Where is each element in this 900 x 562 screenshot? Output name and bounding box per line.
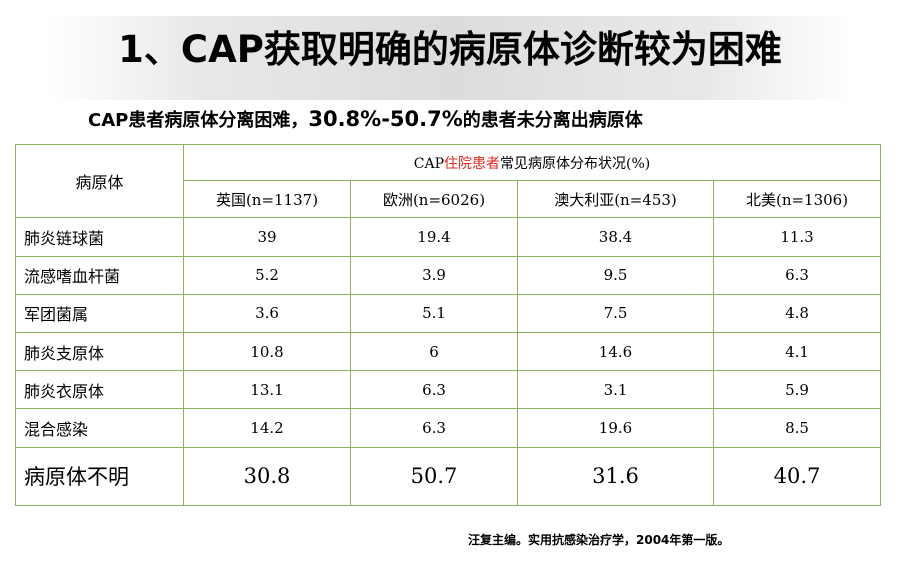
table-cell: 5.1: [350, 293, 518, 334]
table-cell: 39: [183, 217, 351, 257]
table-cell: 6.3: [350, 370, 518, 410]
table-cell: 40.7: [712, 446, 882, 507]
group-header: CAP住院患者常见病原体分布状况(%): [182, 143, 882, 182]
table-cell: 13.1: [183, 370, 351, 410]
slide-title: 1、CAP获取明确的病原体诊断较为困难: [118, 28, 782, 71]
table-row: 军团菌属 3.6 5.1 7.5 4.8: [15, 293, 882, 334]
table-cell: 50.7: [350, 446, 518, 507]
column-header: 欧洲(n=6026): [350, 180, 518, 219]
table-row: 肺炎支原体 10.8 6 14.6 4.1: [15, 331, 882, 372]
row-label: 混合感染: [15, 408, 184, 448]
corner-header: 病原体: [15, 143, 184, 219]
table-cell: 14.2: [183, 408, 351, 448]
table-cell: 38.4: [517, 217, 714, 257]
table-row: 肺炎衣原体 13.1 6.3 3.1 5.9: [15, 370, 882, 410]
table-cell: 6.3: [350, 408, 518, 448]
pathogen-distribution-table: 病原体 CAP住院患者常见病原体分布状况(%) 英国(n=1137) 欧洲(n=…: [15, 143, 882, 507]
subtitle-prefix: CAP患者病原体分离困难，: [88, 110, 309, 131]
title-background: [48, 16, 854, 100]
row-label: 流感嗜血杆菌: [15, 255, 184, 295]
column-header: 英国(n=1137): [183, 180, 351, 219]
subtitle: CAP患者病原体分离困难，30.8%-50.7%的患者未分离出病原体: [88, 106, 643, 134]
table-cell: 31.6: [517, 446, 714, 507]
table-cell: 30.8: [183, 446, 351, 507]
table-cell: 4.1: [712, 331, 882, 372]
table-cell: 5.9: [712, 370, 882, 410]
table-cell: 10.8: [183, 331, 351, 372]
table-row: 混合感染 14.2 6.3 19.6 8.5: [15, 408, 882, 448]
table-row: 流感嗜血杆菌 5.2 3.9 9.5 6.3: [15, 255, 882, 295]
subtitle-suffix: 的患者未分离出病原体: [462, 110, 643, 131]
column-header: 澳大利亚(n=453): [517, 180, 714, 219]
column-header: 北美(n=1306): [712, 180, 882, 219]
group-header-suffix: 常见病原体分布状况(%): [500, 155, 651, 172]
table-cell: 19.4: [350, 217, 518, 257]
row-label: 肺炎支原体: [15, 331, 184, 372]
table-cell: 7.5: [517, 293, 714, 334]
table-cell: 4.8: [712, 293, 882, 334]
table-header-row: 病原体 CAP住院患者常见病原体分布状况(%): [15, 143, 882, 219]
table-cell: 19.6: [517, 408, 714, 448]
row-label: 肺炎衣原体: [15, 370, 184, 410]
table-cell: 3.9: [350, 255, 518, 295]
group-header-prefix: CAP: [413, 155, 445, 172]
column-header-row: 英国(n=1137) 欧洲(n=6026) 澳大利亚(n=453) 北美(n=1…: [16, 180, 882, 219]
table-cell: 14.6: [517, 331, 714, 372]
group-header-highlight: 住院患者: [444, 155, 501, 172]
subtitle-range: 30.8%-50.7%: [308, 107, 463, 131]
row-label: 病原体不明: [15, 446, 184, 507]
table-cell: 3.6: [183, 293, 351, 334]
source-citation: 汪复主编。实用抗感染治疗学，2004年第一版。: [468, 533, 730, 547]
row-label: 肺炎链球菌: [15, 217, 184, 257]
table-cell: 9.5: [517, 255, 714, 295]
table-cell: 5.2: [183, 255, 351, 295]
table-cell: 3.1: [517, 370, 714, 410]
table-cell: 6.3: [712, 255, 882, 295]
table-row: 肺炎链球菌 39 19.4 38.4 11.3: [15, 217, 882, 257]
table-cell: 6: [350, 331, 518, 372]
table-cell: 11.3: [712, 217, 882, 257]
row-label: 军团菌属: [15, 293, 184, 334]
table-row: 病原体不明 30.8 50.7 31.6 40.7: [15, 446, 882, 507]
table-cell: 8.5: [712, 408, 882, 448]
